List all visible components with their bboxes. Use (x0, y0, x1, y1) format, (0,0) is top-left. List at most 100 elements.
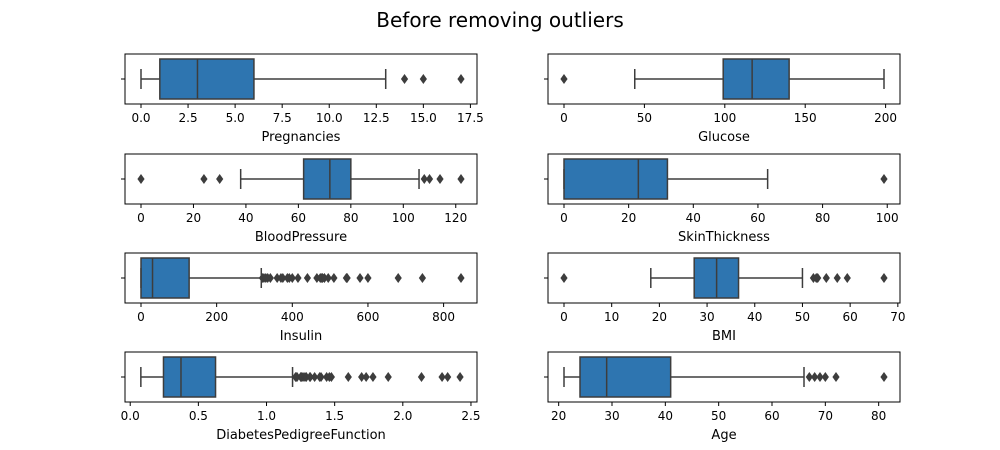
bloodpressure-xtick-label: 0 (137, 211, 145, 225)
bloodpressure-outlier (200, 174, 208, 184)
insulin-outlier (324, 273, 332, 283)
diabetespedigreefunction-outlier (358, 372, 366, 382)
diabetespedigreefunction-xtick-label: 1.0 (257, 409, 276, 423)
diabetespedigreefunction-outlier (362, 372, 370, 382)
subplot-bloodpressure: 0 20 40 60 80 100 120 BloodPressure (121, 153, 478, 245)
skinthickness-outlier (880, 174, 888, 184)
diabetespedigreefunction-xlabel: DiabetesPedigreeFunction (216, 428, 386, 443)
bloodpressure-xtick-label: 100 (392, 211, 415, 225)
pregnancies-xtick-label: 7.5 (273, 111, 292, 125)
diabetespedigreefunction-xtick-label: 0.0 (121, 409, 140, 423)
diabetespedigreefunction-outlier (293, 372, 301, 382)
insulin-outlier (457, 273, 465, 283)
bmi-outlier (843, 273, 851, 283)
pregnancies-xtick-label: 2.5 (179, 111, 198, 125)
bmi-xtick-label: 30 (699, 310, 714, 324)
insulin-xtick-label: 0 (137, 310, 145, 324)
insulin-outlier (279, 273, 287, 283)
subplot-grid: 0.0 2.5 5.0 7.5 10.0 12.5 15.0 17.5Pregnancies0… (121, 53, 905, 443)
subplot-diabetespedigreefunction: 0.0 0.5 1.0 1.5 2.0 2.5 DiabetesPedigreeFuncti… (121, 351, 481, 443)
age-xtick-label: 50 (711, 409, 726, 423)
glucose-xtick-label: 100 (713, 111, 736, 125)
subplot-pregnancies: 0.0 2.5 5.0 7.5 10.0 12.5 15.0 17.5 Pregnancies (121, 53, 484, 145)
insulin-outlier (266, 273, 274, 283)
pregnancies-xtick-label: 17.5 (457, 111, 484, 125)
diabetespedigreefunction-outlier (384, 372, 392, 382)
diabetespedigreefunction-outlier (369, 372, 377, 382)
bmi-outlier (822, 273, 830, 283)
insulin-xtick-label: 800 (432, 310, 455, 324)
diabetespedigreefunction-outlier (438, 372, 446, 382)
skinthickness-xtick-label: 20 (621, 211, 636, 225)
bloodpressure-xtick-label: 20 (186, 211, 201, 225)
diabetespedigreefunction-outlier (306, 372, 314, 382)
age-xtick-label: 30 (604, 409, 619, 423)
age-xtick-label: 80 (871, 409, 886, 423)
pregnancies-box (159, 58, 255, 100)
diabetespedigreefunction-xtick-label: 1.5 (325, 409, 344, 423)
age-xtick-label: 40 (658, 409, 673, 423)
subplot-insulin: 0 200 400 600 800 Insulin (121, 252, 478, 344)
insulin-outlier (288, 273, 296, 283)
pregnancies-xtick-label: 5.0 (226, 111, 245, 125)
age-outlier (816, 372, 824, 382)
insulin-outlier (330, 273, 338, 283)
insulin-xtick-label: 200 (205, 310, 228, 324)
diabetespedigreefunction-outlier (317, 372, 325, 382)
age-xtick-label: 20 (551, 409, 566, 423)
bmi-xtick-label: 20 (652, 310, 667, 324)
pregnancies-xlabel: Pregnancies (262, 130, 341, 145)
age-xtick-label: 70 (818, 409, 833, 423)
pregnancies-xtick-label: 10.0 (316, 111, 343, 125)
bloodpressure-box (302, 158, 352, 200)
bloodpressure-outlier (216, 174, 224, 184)
age-outlier (811, 372, 819, 382)
insulin-box (140, 257, 190, 299)
bmi-outlier (560, 273, 568, 283)
insulin-xlabel: Insulin (280, 329, 323, 344)
bmi-xtick-label: 50 (795, 310, 810, 324)
bmi-outlier (880, 273, 888, 283)
bloodpressure-xtick-label: 40 (238, 211, 253, 225)
diabetespedigreefunction-xtick-label: 0.5 (189, 409, 208, 423)
bmi-outlier (833, 273, 841, 283)
subplot-age: 20 30 40 50 60 70 80 Age (544, 351, 901, 443)
diabetespedigreefunction-xtick-label: 2.5 (461, 409, 480, 423)
glucose-xtick-label: 0 (560, 111, 568, 125)
bloodpressure-xtick-label: 80 (343, 211, 358, 225)
insulin-outlier (418, 273, 427, 283)
bmi-xtick-label: 10 (604, 310, 619, 324)
bmi-outlier (814, 273, 822, 283)
skinthickness-xtick-label: 80 (815, 211, 830, 225)
glucose-box (722, 58, 790, 100)
age-outlier (880, 372, 888, 382)
glucose-outlier (560, 74, 568, 84)
insulin-outlier (364, 273, 372, 283)
pregnancies-xtick-label: 15.0 (410, 111, 437, 125)
diabetespedigreefunction-outlier (311, 372, 319, 382)
skinthickness-xtick-label: 0 (560, 211, 568, 225)
subplot-skinthickness: 0 20 40 60 80 100 SkinThickness (544, 153, 901, 245)
glucose-xlabel: Glucose (698, 130, 750, 145)
bloodpressure-outlier (420, 174, 428, 184)
insulin-outlier (356, 273, 364, 283)
bmi-xtick-label: 70 (890, 310, 905, 324)
bloodpressure-xtick-label: 120 (444, 211, 467, 225)
glucose-xtick-label: 150 (794, 111, 817, 125)
bmi-xtick-label: 0 (560, 310, 568, 324)
insulin-outlier (273, 273, 281, 283)
insulin-outlier (394, 273, 402, 283)
insulin-outlier (320, 273, 329, 283)
bloodpressure-xtick-label: 60 (291, 211, 306, 225)
bloodpressure-outlier (425, 174, 434, 184)
insulin-outlier (303, 273, 312, 283)
insulin-outlier (343, 273, 351, 283)
skinthickness-box (563, 158, 669, 200)
bloodpressure-outlier (436, 174, 444, 184)
bloodpressure-outlier (457, 174, 465, 184)
figure-title: Before removing outliers (376, 8, 624, 32)
diabetespedigreefunction-outlier (456, 372, 464, 382)
subplot-bmi: 0 10 20 30 40 50 60 70 BMI (544, 252, 905, 344)
bloodpressure-xlabel: BloodPressure (255, 230, 347, 245)
